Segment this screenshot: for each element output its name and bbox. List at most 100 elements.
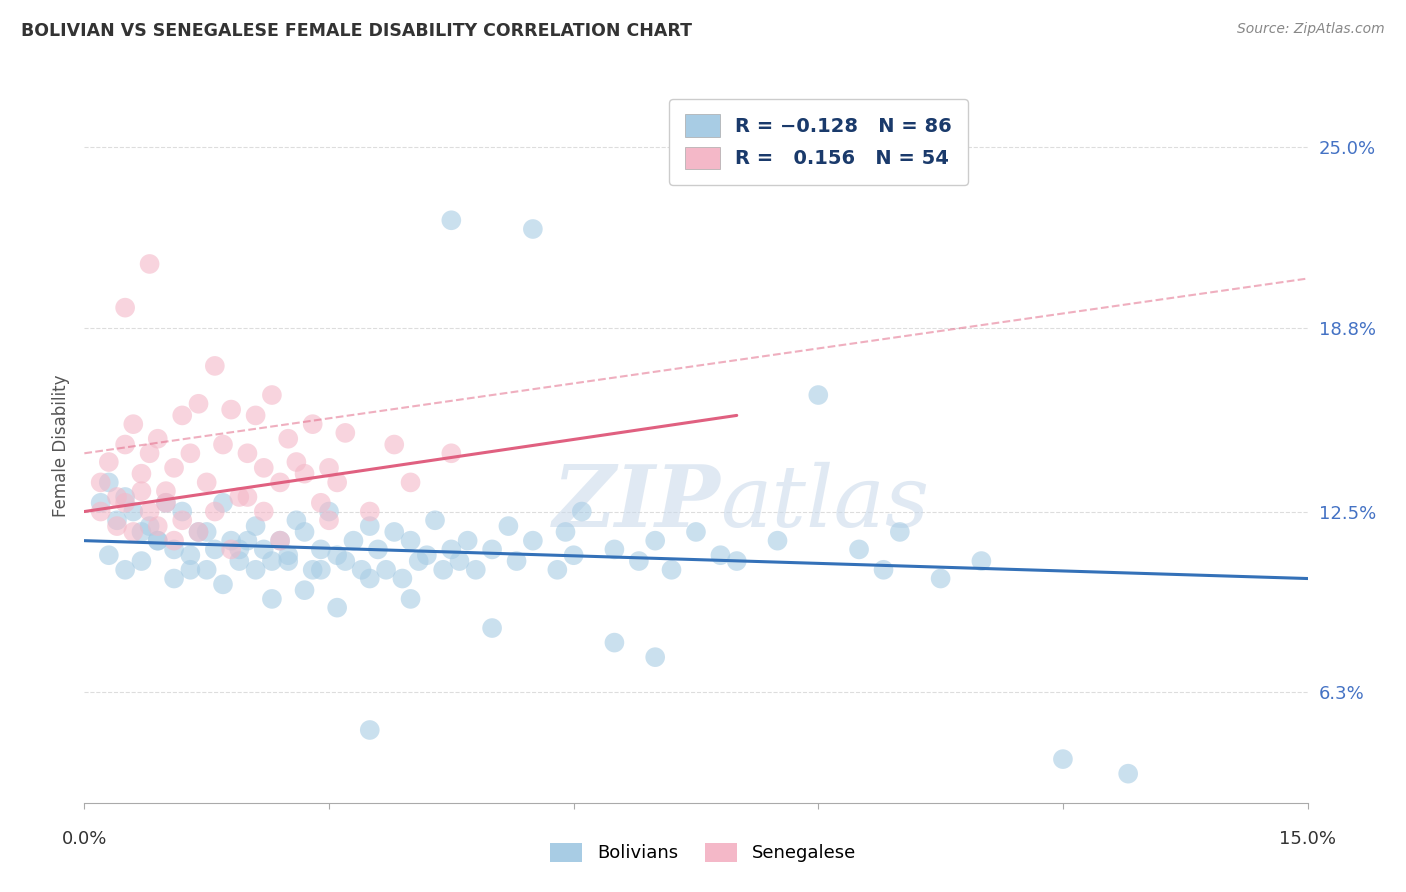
Point bbox=[204, 359, 226, 373]
Point bbox=[228, 542, 250, 557]
Point bbox=[131, 484, 153, 499]
Point bbox=[228, 490, 250, 504]
Point bbox=[260, 554, 283, 568]
Point bbox=[163, 542, 186, 557]
Point bbox=[294, 583, 316, 598]
Legend: R = −0.128   N = 86, R =   0.156   N = 54: R = −0.128 N = 86, R = 0.156 N = 54 bbox=[669, 99, 967, 185]
Point bbox=[90, 504, 112, 518]
Point bbox=[138, 504, 160, 518]
Point bbox=[326, 600, 349, 615]
Point bbox=[766, 533, 789, 548]
Point bbox=[204, 542, 226, 557]
Point bbox=[122, 417, 145, 432]
Point bbox=[309, 542, 332, 557]
Point bbox=[481, 542, 503, 557]
Point bbox=[399, 475, 422, 490]
Point bbox=[423, 513, 446, 527]
Point bbox=[309, 563, 332, 577]
Text: 15.0%: 15.0% bbox=[1279, 830, 1336, 847]
Point bbox=[554, 524, 576, 539]
Point bbox=[219, 542, 242, 557]
Point bbox=[146, 533, 169, 548]
Point bbox=[285, 513, 308, 527]
Point bbox=[195, 563, 218, 577]
Point bbox=[253, 504, 276, 518]
Point bbox=[269, 533, 291, 548]
Point bbox=[122, 504, 145, 518]
Point bbox=[546, 563, 568, 577]
Point bbox=[889, 524, 911, 539]
Point bbox=[195, 475, 218, 490]
Point bbox=[440, 542, 463, 557]
Point bbox=[219, 402, 242, 417]
Point bbox=[277, 432, 299, 446]
Point bbox=[97, 455, 120, 469]
Point bbox=[114, 496, 136, 510]
Point bbox=[236, 446, 259, 460]
Point bbox=[848, 542, 870, 557]
Point bbox=[245, 409, 267, 423]
Point bbox=[709, 548, 731, 562]
Point bbox=[179, 563, 201, 577]
Point bbox=[294, 467, 316, 481]
Point bbox=[105, 513, 128, 527]
Point bbox=[318, 460, 340, 475]
Text: 0.0%: 0.0% bbox=[62, 830, 107, 847]
Point bbox=[131, 554, 153, 568]
Point bbox=[725, 554, 748, 568]
Point bbox=[122, 524, 145, 539]
Point bbox=[375, 563, 398, 577]
Point bbox=[212, 437, 235, 451]
Point bbox=[970, 554, 993, 568]
Point bbox=[97, 548, 120, 562]
Text: ZIP: ZIP bbox=[553, 461, 720, 545]
Point bbox=[187, 524, 209, 539]
Point bbox=[90, 475, 112, 490]
Point bbox=[571, 504, 593, 518]
Point bbox=[172, 504, 194, 518]
Point bbox=[155, 496, 177, 510]
Point bbox=[661, 563, 683, 577]
Point bbox=[253, 460, 276, 475]
Point bbox=[301, 563, 323, 577]
Point bbox=[114, 563, 136, 577]
Point bbox=[114, 301, 136, 315]
Point bbox=[432, 563, 454, 577]
Point bbox=[155, 496, 177, 510]
Point bbox=[138, 446, 160, 460]
Point bbox=[277, 554, 299, 568]
Point bbox=[505, 554, 527, 568]
Point bbox=[253, 542, 276, 557]
Point bbox=[97, 475, 120, 490]
Point bbox=[269, 475, 291, 490]
Point bbox=[498, 519, 520, 533]
Point bbox=[309, 496, 332, 510]
Point bbox=[359, 723, 381, 737]
Point bbox=[294, 524, 316, 539]
Point bbox=[245, 563, 267, 577]
Point bbox=[440, 213, 463, 227]
Point bbox=[359, 572, 381, 586]
Point bbox=[359, 519, 381, 533]
Point bbox=[138, 257, 160, 271]
Point bbox=[90, 496, 112, 510]
Point bbox=[131, 467, 153, 481]
Point bbox=[1052, 752, 1074, 766]
Point bbox=[163, 572, 186, 586]
Point bbox=[187, 524, 209, 539]
Point bbox=[105, 490, 128, 504]
Point bbox=[236, 490, 259, 504]
Point bbox=[163, 460, 186, 475]
Point bbox=[457, 533, 479, 548]
Point bbox=[440, 446, 463, 460]
Point bbox=[382, 524, 405, 539]
Point bbox=[146, 533, 169, 548]
Point bbox=[131, 524, 153, 539]
Point bbox=[603, 635, 626, 649]
Point bbox=[195, 524, 218, 539]
Point bbox=[603, 542, 626, 557]
Point bbox=[1116, 766, 1139, 780]
Point bbox=[685, 524, 707, 539]
Point bbox=[219, 533, 242, 548]
Point bbox=[155, 484, 177, 499]
